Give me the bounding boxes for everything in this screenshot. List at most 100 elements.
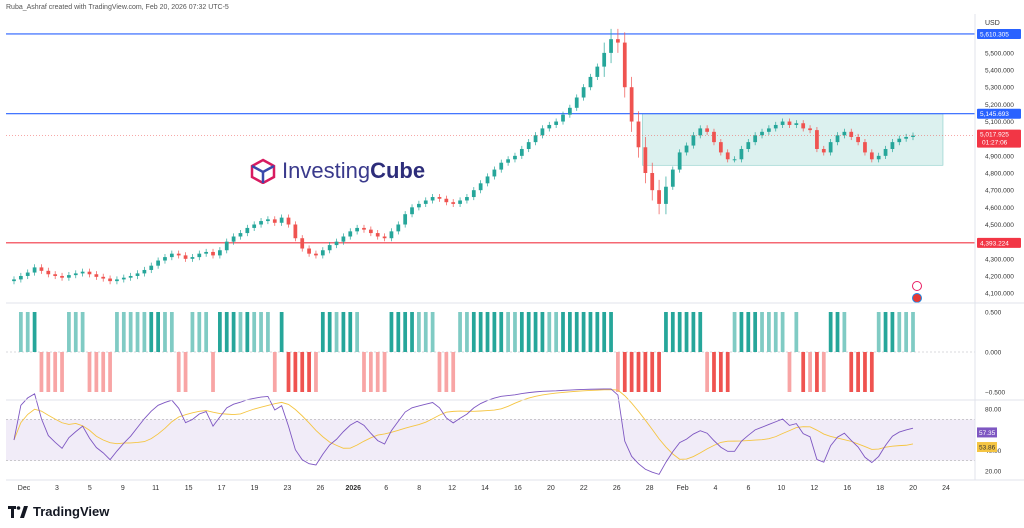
osc-bar <box>533 312 538 352</box>
candle-body <box>725 152 730 160</box>
osc-bar <box>643 352 648 392</box>
osc-tick-label: 0.000 <box>985 350 1002 357</box>
rsi-pane <box>6 388 975 475</box>
candle-body <box>506 159 510 163</box>
osc-bar <box>478 312 483 352</box>
osc-bar <box>746 312 751 352</box>
candle-body <box>259 221 263 225</box>
osc-bar <box>362 352 366 392</box>
candle-body <box>746 142 751 149</box>
osc-bar <box>224 312 229 352</box>
osc-bar <box>149 312 154 352</box>
osc-bar <box>664 312 668 352</box>
level-tag <box>977 108 1021 119</box>
candle-body <box>314 253 318 256</box>
time-tick-label: 19 <box>251 485 259 492</box>
price-tick-label: 4,900.000 <box>985 153 1014 160</box>
osc-bar <box>513 312 517 352</box>
candle-body <box>128 275 133 278</box>
level-tag-label: 5,610.305 <box>980 31 1009 38</box>
tradingview-brand: TradingView <box>33 504 110 519</box>
candle-body <box>32 267 37 273</box>
osc-bar <box>327 312 332 352</box>
candle-body <box>94 274 99 277</box>
candle-body <box>883 148 888 156</box>
osc-bar <box>856 352 860 392</box>
candle-body <box>430 197 435 201</box>
osc-bar <box>499 312 504 352</box>
time-tick-label: 16 <box>843 485 851 492</box>
level-tag-label: 4,393.224 <box>980 240 1009 247</box>
lightning-icon <box>912 281 922 291</box>
osc-bar <box>739 312 744 352</box>
candle-body <box>211 251 215 256</box>
candle-body <box>677 152 682 170</box>
candle-body <box>300 238 305 249</box>
candle-body <box>87 271 92 275</box>
osc-bar <box>471 312 476 352</box>
osc-bar <box>794 312 799 352</box>
osc-bar <box>705 352 709 392</box>
osc-bar <box>39 352 44 392</box>
osc-bar <box>684 312 689 352</box>
osc-bar <box>897 312 902 352</box>
candle-body <box>458 200 462 204</box>
osc-bar <box>883 312 888 352</box>
candle-body <box>547 124 552 129</box>
osc-bar <box>890 312 895 352</box>
time-tick-label: 20 <box>547 485 555 492</box>
cube-icon <box>250 158 276 184</box>
candle-body <box>657 190 661 204</box>
time-tick-label: 10 <box>777 485 785 492</box>
osc-bar <box>554 312 559 352</box>
osc-bar <box>849 352 854 392</box>
osc-bar <box>670 312 675 352</box>
osc-bar <box>519 312 524 352</box>
level-tag-label: 5,145.693 <box>980 111 1009 118</box>
osc-bar <box>574 312 579 352</box>
candle-body <box>897 138 902 143</box>
candle-body <box>341 236 346 242</box>
osc-bar <box>629 352 634 392</box>
price-tick-label: 4,600.000 <box>985 205 1014 212</box>
price-tick-label: 5,200.000 <box>985 102 1014 109</box>
osc-bar <box>821 352 826 392</box>
candle-body <box>362 227 366 230</box>
candle-body <box>492 169 497 177</box>
time-tick-label: 20 <box>909 485 917 492</box>
price-tick-label: 5,500.000 <box>985 50 1014 57</box>
osc-bar <box>156 312 160 352</box>
osc-bar <box>32 312 37 352</box>
candle-body <box>636 121 641 148</box>
chart-credit: Ruba_Ashraf created with TradingView.com… <box>6 4 229 11</box>
tradingview-footer[interactable]: TradingView <box>8 504 109 519</box>
osc-bar <box>204 312 209 352</box>
osc-bar <box>760 312 764 352</box>
time-tick-label: 26 <box>316 485 324 492</box>
osc-bar <box>718 352 723 392</box>
investingcube-watermark: InvestingCube <box>250 158 425 184</box>
osc-bar <box>94 352 99 392</box>
candle-body <box>540 128 545 136</box>
candle-body <box>739 148 744 160</box>
osc-bar <box>314 352 318 392</box>
time-tick-label: 9 <box>121 485 125 492</box>
candle-body <box>355 227 360 232</box>
osc-bar <box>259 312 263 352</box>
currency-label: USD <box>985 20 1000 27</box>
osc-bar <box>197 312 202 352</box>
price-tick-label: 5,300.000 <box>985 85 1014 92</box>
candle-body <box>519 148 524 156</box>
countdown-label: 01:27:06 <box>982 140 1008 147</box>
time-tick-label: 11 <box>152 485 159 492</box>
candle-body <box>423 200 428 204</box>
time-tick-label: 17 <box>218 485 226 492</box>
candle-body <box>368 229 373 234</box>
osc-bar <box>753 312 758 352</box>
osc-bar <box>101 352 106 392</box>
candle-body <box>320 250 325 256</box>
osc-bar <box>444 352 449 392</box>
osc-bar <box>396 312 401 352</box>
last-price-label: 5,017.925 <box>980 132 1009 139</box>
